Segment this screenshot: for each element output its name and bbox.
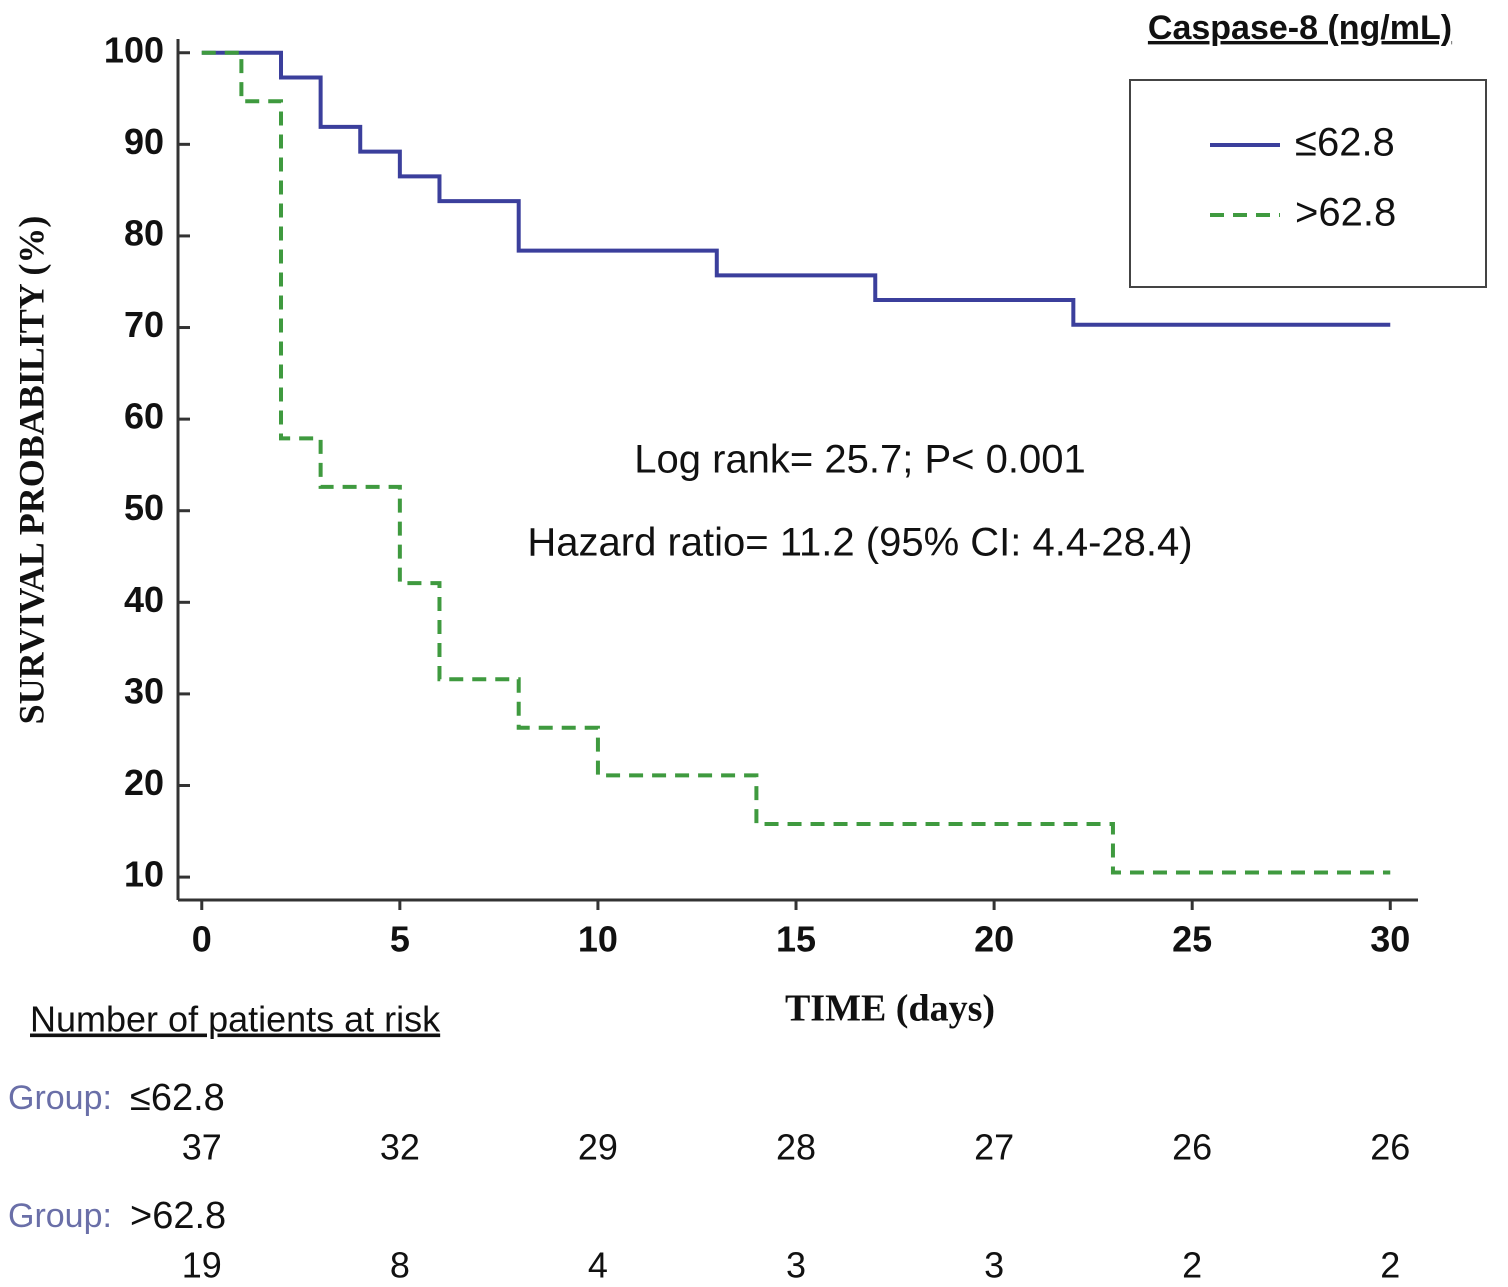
risk-group-prefix: Group: bbox=[8, 1197, 112, 1235]
risk-count: 3 bbox=[984, 1245, 1004, 1286]
y-tick-label: 60 bbox=[124, 396, 164, 437]
risk-group-prefix: Group: bbox=[8, 1079, 112, 1117]
x-tick-label: 10 bbox=[578, 919, 618, 960]
risk-group-name: >62.8 bbox=[130, 1195, 226, 1237]
risk-count: 2 bbox=[1380, 1245, 1400, 1286]
risk-count: 29 bbox=[578, 1127, 618, 1168]
y-tick-label: 100 bbox=[104, 29, 164, 70]
survival-line bbox=[201, 50, 1391, 327]
x-tick-label: 20 bbox=[974, 919, 1014, 960]
y-tick-label: 90 bbox=[124, 121, 164, 162]
y-tick-label: 80 bbox=[124, 212, 164, 253]
legend-label: ≤62.8 bbox=[1295, 121, 1395, 165]
risk-count: 4 bbox=[588, 1245, 608, 1286]
risk-group-name: ≤62.8 bbox=[130, 1077, 225, 1119]
risk-count: 19 bbox=[182, 1245, 222, 1286]
legend-label: >62.8 bbox=[1295, 191, 1396, 235]
risk-count: 27 bbox=[974, 1127, 1014, 1168]
legend-box bbox=[1129, 79, 1487, 288]
y-tick-label: 70 bbox=[124, 304, 164, 345]
risk-count: 37 bbox=[182, 1127, 222, 1168]
risk-count: 32 bbox=[380, 1127, 420, 1168]
x-tick-label: 15 bbox=[776, 919, 816, 960]
risk-table-title: Number of patients at risk bbox=[30, 999, 441, 1040]
y-tick-label: 30 bbox=[124, 670, 164, 711]
y-tick-label: 40 bbox=[124, 579, 164, 620]
annotation: Hazard ratio= 11.2 (95% CI: 4.4-28.4) bbox=[527, 521, 1192, 565]
y-tick-label: 10 bbox=[124, 854, 164, 895]
x-tick-label: 0 bbox=[192, 919, 212, 960]
annotation: Log rank= 25.7; P< 0.001 bbox=[634, 438, 1085, 482]
x-tick-label: 5 bbox=[390, 919, 410, 960]
risk-count: 28 bbox=[776, 1127, 816, 1168]
y-tick-label: 20 bbox=[124, 762, 164, 803]
x-tick-label: 25 bbox=[1172, 919, 1212, 960]
risk-count: 26 bbox=[1370, 1127, 1410, 1168]
risk-count: 3 bbox=[786, 1245, 806, 1286]
y-tick-label: 50 bbox=[124, 487, 164, 528]
risk-count: 8 bbox=[390, 1245, 410, 1286]
legend-title: Caspase-8 (ng/mL) bbox=[1148, 9, 1452, 47]
x-tick-label: 30 bbox=[1370, 919, 1410, 960]
risk-count: 2 bbox=[1182, 1245, 1202, 1286]
y-axis-label: SURVIVAL PROBABILITY (%) bbox=[11, 216, 51, 725]
x-axis-label: TIME (days) bbox=[785, 988, 995, 1030]
risk-count: 26 bbox=[1172, 1127, 1212, 1168]
survival-line bbox=[201, 50, 1391, 875]
